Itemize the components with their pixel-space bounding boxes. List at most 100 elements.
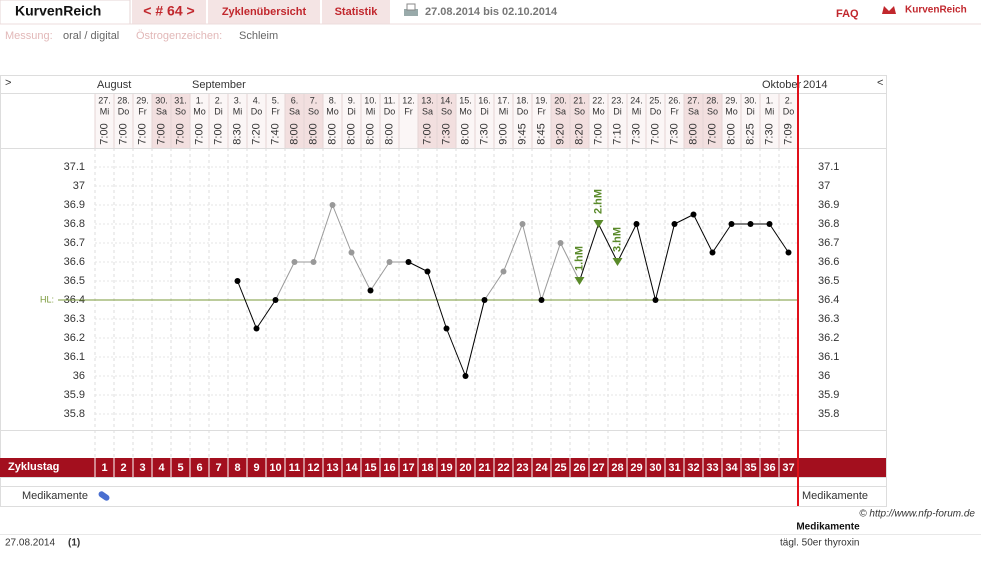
date-cell [399, 94, 418, 148]
weekday: So [175, 106, 186, 116]
cycle-day: 19 [440, 462, 452, 474]
date: 28. [706, 95, 719, 105]
date: 29. [725, 95, 738, 105]
date: 1. [766, 95, 774, 105]
point [310, 259, 317, 265]
cycle-day: 30 [649, 462, 661, 474]
nav-left[interactable]: > [5, 77, 11, 89]
time: 8:00 [383, 123, 395, 144]
time: 9:20 [554, 123, 566, 144]
weekday: So [574, 106, 585, 116]
weekday: Mo [725, 106, 738, 116]
date: 25. [649, 95, 662, 105]
line-segment [370, 261, 390, 291]
point [348, 249, 355, 256]
cycle-nav[interactable]: < # 64 > [143, 3, 194, 19]
weekday: Sa [156, 106, 167, 116]
date-cell [247, 94, 266, 148]
point [329, 202, 336, 208]
line-segment [275, 261, 295, 301]
tab-bg [208, 0, 320, 24]
point [500, 268, 507, 275]
date: 3. [234, 95, 242, 105]
cycle-day: 33 [706, 462, 718, 474]
logo[interactable]: KurvenReich [15, 3, 101, 19]
date-cell [228, 94, 247, 148]
date: 2. [785, 95, 793, 105]
time: 8:00 [307, 123, 319, 144]
cycle-day: 18 [421, 462, 433, 474]
date: 5. [272, 95, 280, 105]
date-cell [361, 94, 380, 148]
y-tick-label: 35.8 [64, 408, 85, 420]
weekday: Mo [193, 106, 206, 116]
hm-label: 1.hM [573, 246, 585, 271]
time: 7:00 [421, 123, 433, 144]
date: 23. [611, 95, 624, 105]
cycle-day: 36 [763, 462, 775, 474]
time: 7:00 [706, 123, 718, 144]
date: 13. [421, 95, 434, 105]
y-tick-label-right: 37.1 [818, 161, 839, 173]
weekday: Do [783, 106, 795, 116]
print-icon[interactable] [404, 3, 418, 16]
time: 8:20 [573, 123, 585, 144]
time: 8:00 [687, 123, 699, 144]
month: August [97, 79, 131, 91]
date-cell [741, 94, 760, 148]
line-segment [522, 223, 542, 301]
y-tick-label: 36.3 [64, 313, 85, 325]
cycle-day: 31 [668, 462, 680, 474]
date: 16. [478, 95, 491, 105]
cycle-day: 27 [592, 462, 604, 474]
weekday: So [308, 106, 319, 116]
weekday: Di [480, 106, 489, 116]
pill-icon[interactable] [97, 490, 110, 502]
date: 10. [364, 95, 377, 105]
date-cell [608, 94, 627, 148]
hm-marker [612, 258, 623, 266]
date: 22. [592, 95, 605, 105]
tab[interactable]: Zyklenübersicht [222, 6, 307, 18]
estrogen: Schleim [239, 30, 278, 42]
year: 2014 [803, 79, 827, 91]
y-tick-label-right: 36.3 [818, 313, 839, 325]
y-tick-label-right: 36.4 [818, 294, 839, 306]
cycle-day: 8 [234, 462, 240, 474]
hm-marker [593, 220, 604, 228]
point [652, 297, 659, 303]
date-range: 27.08.2014 bis 02.10.2014 [425, 6, 558, 18]
date: 27. [98, 95, 111, 105]
line-segment [693, 214, 713, 253]
date-cell [570, 94, 589, 148]
faq-link[interactable]: FAQ [836, 8, 859, 20]
time: 7:00 [136, 123, 148, 144]
cycle-day: 6 [196, 462, 202, 474]
date-cell [285, 94, 304, 148]
weekday: Mo [592, 106, 605, 116]
nav-right[interactable]: < [877, 77, 883, 89]
y-tick-label: 36.1 [64, 351, 85, 363]
tab[interactable]: Statistik [335, 6, 379, 18]
date: 29. [136, 95, 149, 105]
y-tick-label-right: 36 [818, 370, 830, 382]
weekday: Fr [271, 106, 280, 116]
y-tick-label: 36.8 [64, 218, 85, 230]
time: 7:10 [611, 123, 623, 144]
date-cell [551, 94, 570, 148]
date: 20. [554, 95, 567, 105]
time: 7:30 [668, 123, 680, 144]
cycle-day: 2 [120, 462, 126, 474]
cycle-day: 5 [177, 462, 183, 474]
date-cell [703, 94, 722, 148]
point [633, 221, 640, 227]
y-tick-label-right: 36.5 [818, 275, 839, 287]
date-cell [589, 94, 608, 148]
weekday: So [441, 106, 452, 116]
y-tick-label-right: 36.7 [818, 237, 839, 249]
weekday: Mi [499, 106, 509, 116]
line-segment [332, 204, 352, 253]
date-cell [513, 94, 532, 148]
cycle-day: 22 [497, 462, 509, 474]
